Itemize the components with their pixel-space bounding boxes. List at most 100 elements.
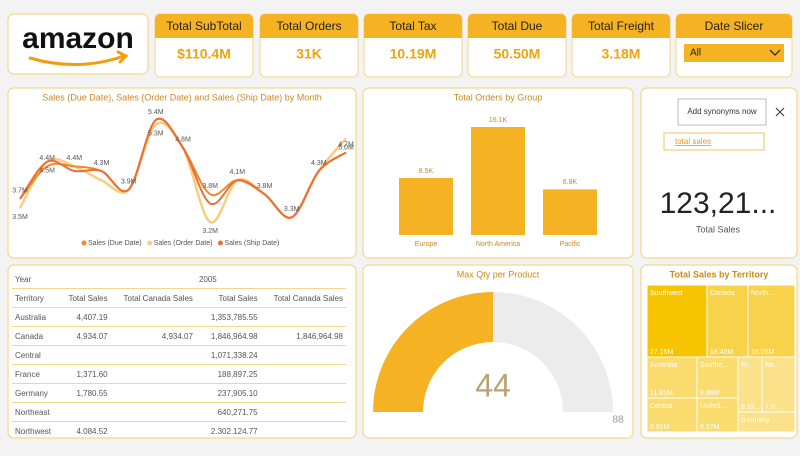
tile-label: Southe... xyxy=(700,362,728,369)
table-cell xyxy=(260,421,346,434)
logo-smile xyxy=(28,50,129,66)
data-label: 4.3M xyxy=(94,160,110,167)
table-row: Canada 4,934.07 4,934.07 1,846,964.98 1,846,… xyxy=(12,326,346,346)
year-row: Year 2005 xyxy=(12,270,346,289)
tile-label: No... xyxy=(765,362,780,369)
table-cell xyxy=(59,345,111,365)
table-cell xyxy=(260,402,346,422)
legend-label: Sales (Ship Date) xyxy=(224,240,279,247)
tile-value: 7.0... xyxy=(765,404,781,411)
kpi-title: Total Freight xyxy=(588,19,655,33)
table-cell: 1,846,964.98 xyxy=(195,326,261,346)
kpi-value: $110.4M xyxy=(177,46,231,62)
slicer-dropdown[interactable] xyxy=(684,44,784,62)
treemap-tile xyxy=(737,411,796,433)
table-cell: Germany xyxy=(12,383,60,403)
tile-label: Canada xyxy=(710,290,735,297)
header-row: Territory Total Sales Total Canada Sales To… xyxy=(12,288,346,308)
table-cell: 2,302,124.77 xyxy=(195,421,261,434)
table-cell xyxy=(59,402,111,422)
legend-label: Sales (Due Date) xyxy=(88,240,142,247)
table-cell: 4,407.19 xyxy=(59,307,111,327)
treemap-tile xyxy=(646,356,698,399)
table-cell xyxy=(260,345,346,365)
tile-value: 8.57M xyxy=(700,424,720,431)
kpi-header xyxy=(260,14,358,38)
qa-result: 123,21... xyxy=(660,187,777,220)
column-header: Total Sales xyxy=(195,288,261,308)
data-label: 6.8K xyxy=(563,179,578,186)
data-label: 4.3M xyxy=(311,160,327,167)
data-label: 3.8M xyxy=(257,183,273,190)
tile-label: Fr... xyxy=(741,362,753,369)
tile-value: 27.15M xyxy=(650,349,674,356)
gauge-value xyxy=(373,292,493,412)
kpi-header xyxy=(155,14,253,38)
table-cell: 4,934.07 xyxy=(59,326,111,346)
table-cell: Canada xyxy=(12,326,60,346)
data-label: 4.4M xyxy=(67,155,83,162)
tile-label: Australia xyxy=(650,362,677,369)
table: Year 2005 Territory Total Sales Total Canada… xyxy=(12,270,346,434)
data-label: 4.4M xyxy=(39,155,55,162)
table-cell: 640,271.75 xyxy=(195,402,261,422)
tile-label: Germany xyxy=(741,417,770,424)
kpi-title: Total Due xyxy=(492,19,543,33)
table-cell: 1,846,964.98 xyxy=(260,326,346,346)
gauge-value-label: 44 xyxy=(475,367,511,403)
column-header: Total Canada Sales xyxy=(260,288,346,308)
data-label: 4.5M xyxy=(39,168,55,175)
table-cell: 188,897.25 xyxy=(195,364,261,384)
data-label: 3.2M xyxy=(202,228,218,235)
data-label: 5.4M xyxy=(148,109,164,116)
data-label: 3.7M xyxy=(12,188,28,195)
kpi-title: Total Orders xyxy=(276,19,341,33)
table-cell xyxy=(110,307,196,327)
slicer-title: Date Slicer xyxy=(705,19,764,33)
table-cell: 1,780.55 xyxy=(59,383,111,403)
data-label: 4.8M xyxy=(175,137,191,144)
tile-value: 18.06M xyxy=(751,349,775,356)
x-tick-label: Europe xyxy=(415,241,438,248)
column-header: Total Sales xyxy=(59,288,111,308)
treemap-tile xyxy=(761,356,796,413)
close-icon[interactable] xyxy=(775,107,785,117)
kpi-header xyxy=(364,14,462,38)
table-cell: 1,071,338.24 xyxy=(195,345,261,365)
tile-label: Southwest xyxy=(650,290,683,297)
table-cell: 4,934.07 xyxy=(110,326,196,346)
qa-input[interactable] xyxy=(663,132,765,151)
data-label: 4.7M xyxy=(338,141,354,148)
data-label: 3.5M xyxy=(12,214,28,221)
table-cell: Australia xyxy=(12,307,60,327)
data-label: 5.3M xyxy=(148,130,164,137)
data-label: 3.3M xyxy=(284,206,300,213)
chart-title: Max Qty per Product xyxy=(457,269,540,279)
qa-result-label: Total Sales xyxy=(696,224,741,234)
table-container: Year 2005 Territory Total Sales Total Canada… xyxy=(12,270,346,434)
table-cell: Northeast xyxy=(12,402,60,422)
table-cell: 4,084.52 xyxy=(59,421,111,434)
data-label: 3.9M xyxy=(121,178,137,185)
legend-marker xyxy=(147,240,153,246)
treemap-tile xyxy=(646,284,708,358)
kpi-value: 50.50M xyxy=(494,46,541,62)
card xyxy=(7,87,357,259)
kpi-value: 3.18M xyxy=(602,46,641,62)
table-row: Australia 4,407.19 1,353,785.55 xyxy=(12,307,346,327)
qa-query: total sales xyxy=(675,137,711,146)
logo: amazon xyxy=(22,22,134,55)
treemap-tile xyxy=(646,397,698,433)
year-header: 2005 xyxy=(195,270,346,289)
treemap-tile xyxy=(747,284,796,358)
data-label: 4.1M xyxy=(230,169,246,176)
table-row: Northwest 4,084.52 2,302,124.77 xyxy=(12,421,346,434)
tile-label: North... xyxy=(751,290,774,297)
synonyms-button[interactable] xyxy=(677,98,767,126)
table-cell xyxy=(260,383,346,403)
gauge-max-label: 88 xyxy=(612,415,624,426)
column-header: Total Canada Sales xyxy=(110,288,196,308)
table-row: Germany 1,780.55 237,905.10 xyxy=(12,383,346,403)
table-cell: 237,905.10 xyxy=(195,383,261,403)
